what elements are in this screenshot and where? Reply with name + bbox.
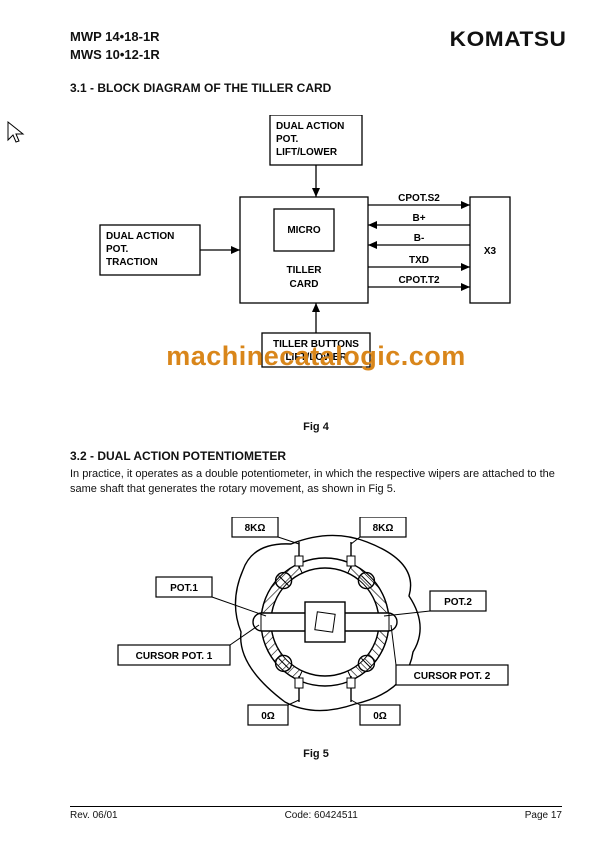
figure-4-block-diagram: DUAL ACTION POT. LIFT/LOWER DUAL ACTION POT.… (70, 115, 562, 415)
svg-text:CPOT.T2: CPOT.T2 (398, 275, 440, 286)
svg-text:POT.2: POT.2 (444, 597, 472, 608)
page: MWP 14•18-1R MWS 10•12-1R KOMATSU 3.1 - … (0, 0, 600, 847)
svg-text:TXD: TXD (409, 255, 429, 266)
svg-text:DUAL ACTION: DUAL ACTION (106, 231, 174, 242)
svg-text:LIFT/LOWER: LIFT/LOWER (276, 147, 338, 158)
model-numbers: MWP 14•18-1R MWS 10•12-1R (70, 28, 160, 63)
svg-text:8KΩ: 8KΩ (245, 523, 266, 534)
svg-text:POT.1: POT.1 (170, 583, 198, 594)
svg-text:TILLER BUTTONS: TILLER BUTTONS (273, 339, 359, 350)
section-3-2-body: In practice, it operates as a double pot… (70, 467, 562, 497)
page-header: MWP 14•18-1R MWS 10•12-1R KOMATSU (70, 28, 562, 63)
page-footer: Rev. 06/01 Code: 60424511 Page 17 (70, 806, 562, 821)
svg-text:0Ω: 0Ω (261, 711, 275, 722)
model-line-2: MWS 10•12-1R (70, 46, 160, 64)
svg-text:CURSOR POT. 1: CURSOR POT. 1 (136, 651, 213, 662)
svg-text:TRACTION: TRACTION (106, 257, 158, 268)
section-3-2-heading: 3.2 - DUAL ACTION POTENTIOMETER (70, 449, 562, 463)
figure-5-potentiometer: 8KΩ 8KΩ POT.1 POT.2 CURSOR POT. 1 CURSOR POT.… (70, 517, 562, 742)
svg-text:B+: B+ (412, 213, 425, 224)
svg-text:TILLER: TILLER (287, 265, 323, 276)
svg-text:X3: X3 (484, 246, 497, 257)
footer-page: Page 17 (525, 810, 562, 821)
svg-text:8KΩ: 8KΩ (373, 523, 394, 534)
fig5-caption: Fig 5 (70, 748, 562, 760)
svg-text:MICRO: MICRO (287, 225, 321, 236)
svg-text:CURSOR POT. 2: CURSOR POT. 2 (414, 671, 491, 682)
fig5-svg: 8KΩ 8KΩ POT.1 POT.2 CURSOR POT. 1 CURSOR POT.… (70, 517, 540, 732)
svg-text:B-: B- (414, 233, 425, 244)
svg-text:0Ω: 0Ω (373, 711, 387, 722)
svg-text:DUAL ACTION: DUAL ACTION (276, 121, 344, 132)
svg-text:LIFT/LOWER: LIFT/LOWER (285, 352, 347, 363)
model-line-1: MWP 14•18-1R (70, 28, 160, 46)
fig4-svg: DUAL ACTION POT. LIFT/LOWER DUAL ACTION POT.… (70, 115, 540, 385)
fig4-caption: Fig 4 (70, 421, 562, 433)
section-3-1-heading: 3.1 - BLOCK DIAGRAM OF THE TILLER CARD (70, 81, 562, 95)
brand-logo: KOMATSU (450, 28, 567, 52)
svg-text:POT.: POT. (276, 134, 298, 145)
svg-text:CPOT.S2: CPOT.S2 (398, 193, 440, 204)
svg-text:CARD: CARD (290, 279, 319, 290)
cursor-artifact (4, 120, 28, 149)
footer-code: Code: 60424511 (285, 810, 358, 821)
footer-rev: Rev. 06/01 (70, 810, 118, 821)
svg-text:POT.: POT. (106, 244, 128, 255)
